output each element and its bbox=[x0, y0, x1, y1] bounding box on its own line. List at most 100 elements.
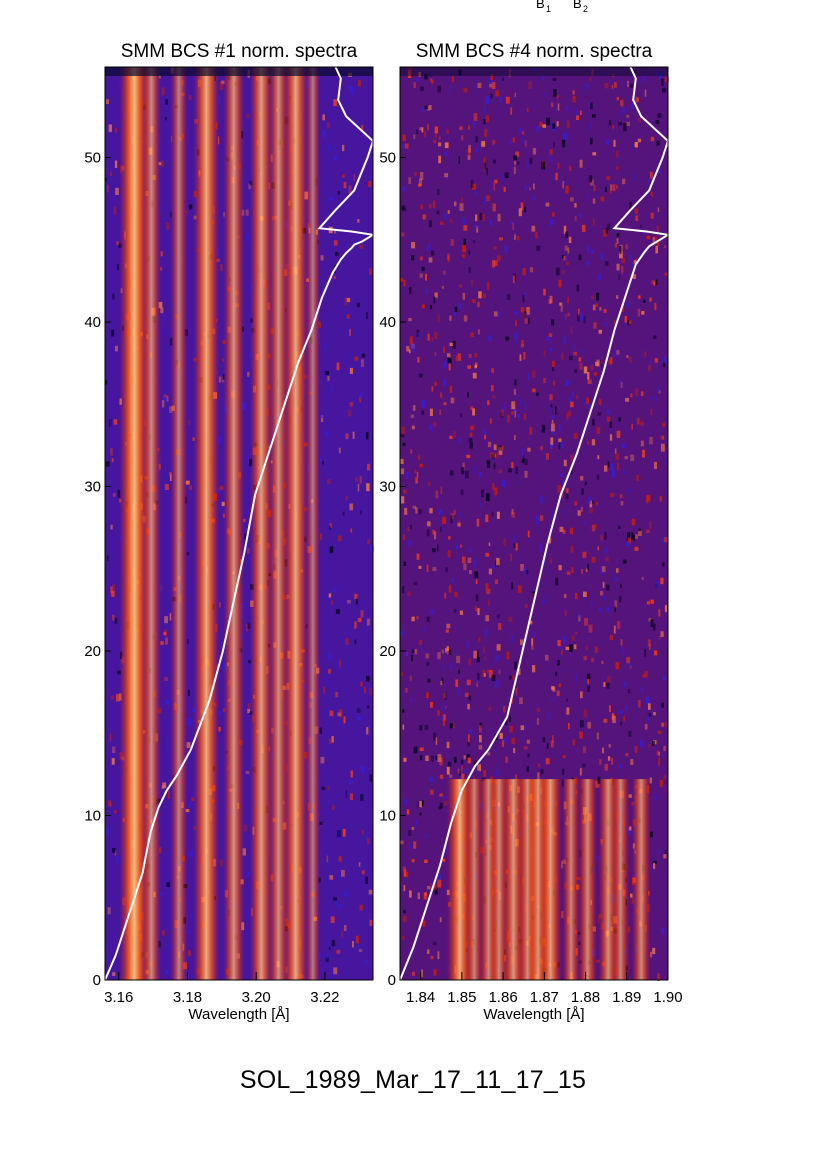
heatmap-speckle bbox=[512, 222, 514, 230]
heatmap-speckle bbox=[514, 435, 516, 441]
heatmap-speckle bbox=[462, 254, 466, 258]
heatmap-speckle bbox=[334, 156, 337, 161]
heatmap-speckle bbox=[476, 225, 479, 233]
heatmap-speckle bbox=[616, 233, 620, 237]
heatmap-speckle bbox=[357, 483, 360, 492]
heatmap-speckle bbox=[653, 236, 657, 241]
heatmap-speckle bbox=[499, 94, 502, 103]
heatmap-speckle bbox=[410, 414, 415, 419]
heatmap-speckle bbox=[664, 721, 667, 728]
heatmap-speckle bbox=[630, 893, 633, 898]
heatmap-speckle bbox=[418, 455, 420, 461]
heatmap-speckle bbox=[440, 486, 443, 494]
heatmap-speckle bbox=[463, 563, 467, 571]
heatmap-speckle bbox=[620, 99, 623, 108]
y-tick-label: 50 bbox=[379, 149, 396, 166]
heatmap-speckle bbox=[551, 423, 555, 432]
heatmap-speckle bbox=[359, 904, 363, 911]
heatmap-speckle bbox=[550, 740, 554, 748]
heatmap-speckle bbox=[453, 608, 457, 613]
heatmap-speckle bbox=[633, 173, 636, 181]
heatmap-speckle bbox=[248, 659, 251, 664]
heatmap-speckle bbox=[578, 310, 583, 315]
heatmap-speckle bbox=[328, 593, 332, 598]
heatmap-speckle bbox=[613, 349, 617, 358]
bcs4-lightcurve bbox=[399, 66, 671, 981]
heatmap-speckle bbox=[664, 605, 667, 612]
heatmap-speckle bbox=[439, 774, 444, 779]
heatmap-speckle bbox=[219, 485, 224, 491]
heatmap-speckle bbox=[645, 697, 650, 705]
heatmap-speckle bbox=[603, 308, 607, 313]
heatmap-speckle bbox=[365, 834, 369, 840]
heatmap-speckle bbox=[613, 600, 616, 608]
heatmap-speckle bbox=[648, 618, 652, 622]
heatmap-speckle bbox=[590, 179, 594, 186]
heatmap-speckle bbox=[160, 267, 163, 271]
heatmap-speckle bbox=[475, 136, 478, 143]
heatmap-speckle bbox=[116, 241, 119, 246]
heatmap-speckle bbox=[108, 803, 112, 807]
heatmap-speckle bbox=[445, 648, 447, 653]
heatmap-speckle bbox=[513, 388, 516, 395]
heatmap-speckle bbox=[478, 291, 482, 299]
heatmap-speckle bbox=[494, 680, 499, 688]
heatmap-speckle bbox=[614, 448, 617, 454]
heatmap-speckle bbox=[590, 249, 595, 254]
heatmap-speckle bbox=[613, 139, 616, 147]
heatmap-speckle bbox=[566, 698, 568, 702]
heatmap-speckle bbox=[542, 599, 545, 605]
heatmap-speckle bbox=[319, 533, 323, 540]
heatmap-speckle bbox=[526, 739, 530, 744]
heatmap-speckle bbox=[431, 385, 434, 392]
heatmap-speckle bbox=[438, 806, 442, 810]
heatmap-speckle bbox=[566, 571, 571, 575]
heatmap-speckle bbox=[459, 284, 462, 288]
heatmap-speckle bbox=[333, 588, 337, 593]
heatmap-speckle bbox=[631, 532, 634, 540]
heatmap-speckle bbox=[407, 830, 412, 836]
heatmap-speckle bbox=[582, 551, 587, 558]
heatmap-speckle bbox=[472, 183, 476, 190]
heatmap-speckle bbox=[419, 725, 423, 731]
heatmap-speckle bbox=[568, 410, 572, 417]
heatmap-speckle bbox=[483, 646, 485, 654]
heatmap-speckle bbox=[493, 159, 496, 164]
heatmap-speckle bbox=[475, 594, 479, 602]
heatmap-speckle bbox=[440, 394, 443, 398]
heatmap-speckle bbox=[324, 343, 327, 350]
heatmap-speckle bbox=[562, 755, 566, 759]
heatmap-speckle bbox=[405, 471, 409, 478]
heatmap-speckle bbox=[596, 303, 599, 307]
heatmap-speckle bbox=[592, 418, 595, 426]
heatmap-speckle bbox=[536, 245, 541, 251]
heatmap-speckle bbox=[247, 371, 250, 377]
heatmap-speckle bbox=[368, 181, 372, 187]
heatmap-speckle bbox=[491, 511, 494, 517]
heatmap-speckle bbox=[479, 722, 483, 728]
heatmap-speckle bbox=[112, 614, 115, 621]
heatmap-speckle bbox=[444, 173, 449, 178]
heatmap-speckle bbox=[638, 117, 641, 122]
heatmap-speckle bbox=[168, 791, 170, 799]
heatmap-speckle bbox=[558, 442, 561, 450]
heatmap-speckle bbox=[342, 828, 346, 837]
heatmap-speckle bbox=[409, 890, 412, 898]
heatmap-speckle bbox=[429, 408, 433, 416]
heatmap-speckle bbox=[354, 356, 359, 361]
heatmap-speckle bbox=[656, 750, 659, 755]
heatmap-speckle bbox=[531, 225, 536, 232]
heatmap-speckle bbox=[411, 971, 415, 976]
heatmap-speckle bbox=[166, 395, 169, 402]
heatmap-speckle bbox=[338, 535, 342, 542]
heatmap-speckle bbox=[403, 489, 407, 494]
heatmap-speckle bbox=[520, 344, 524, 348]
heatmap-speckle bbox=[487, 599, 490, 606]
heatmap-speckle bbox=[117, 489, 121, 498]
heatmap-speckle bbox=[548, 712, 550, 720]
heatmap-speckle bbox=[187, 801, 191, 808]
heatmap-speckle bbox=[468, 658, 472, 666]
heatmap-speckle bbox=[187, 717, 191, 726]
heatmap-speckle bbox=[420, 204, 424, 210]
heatmap-speckle bbox=[491, 260, 495, 268]
